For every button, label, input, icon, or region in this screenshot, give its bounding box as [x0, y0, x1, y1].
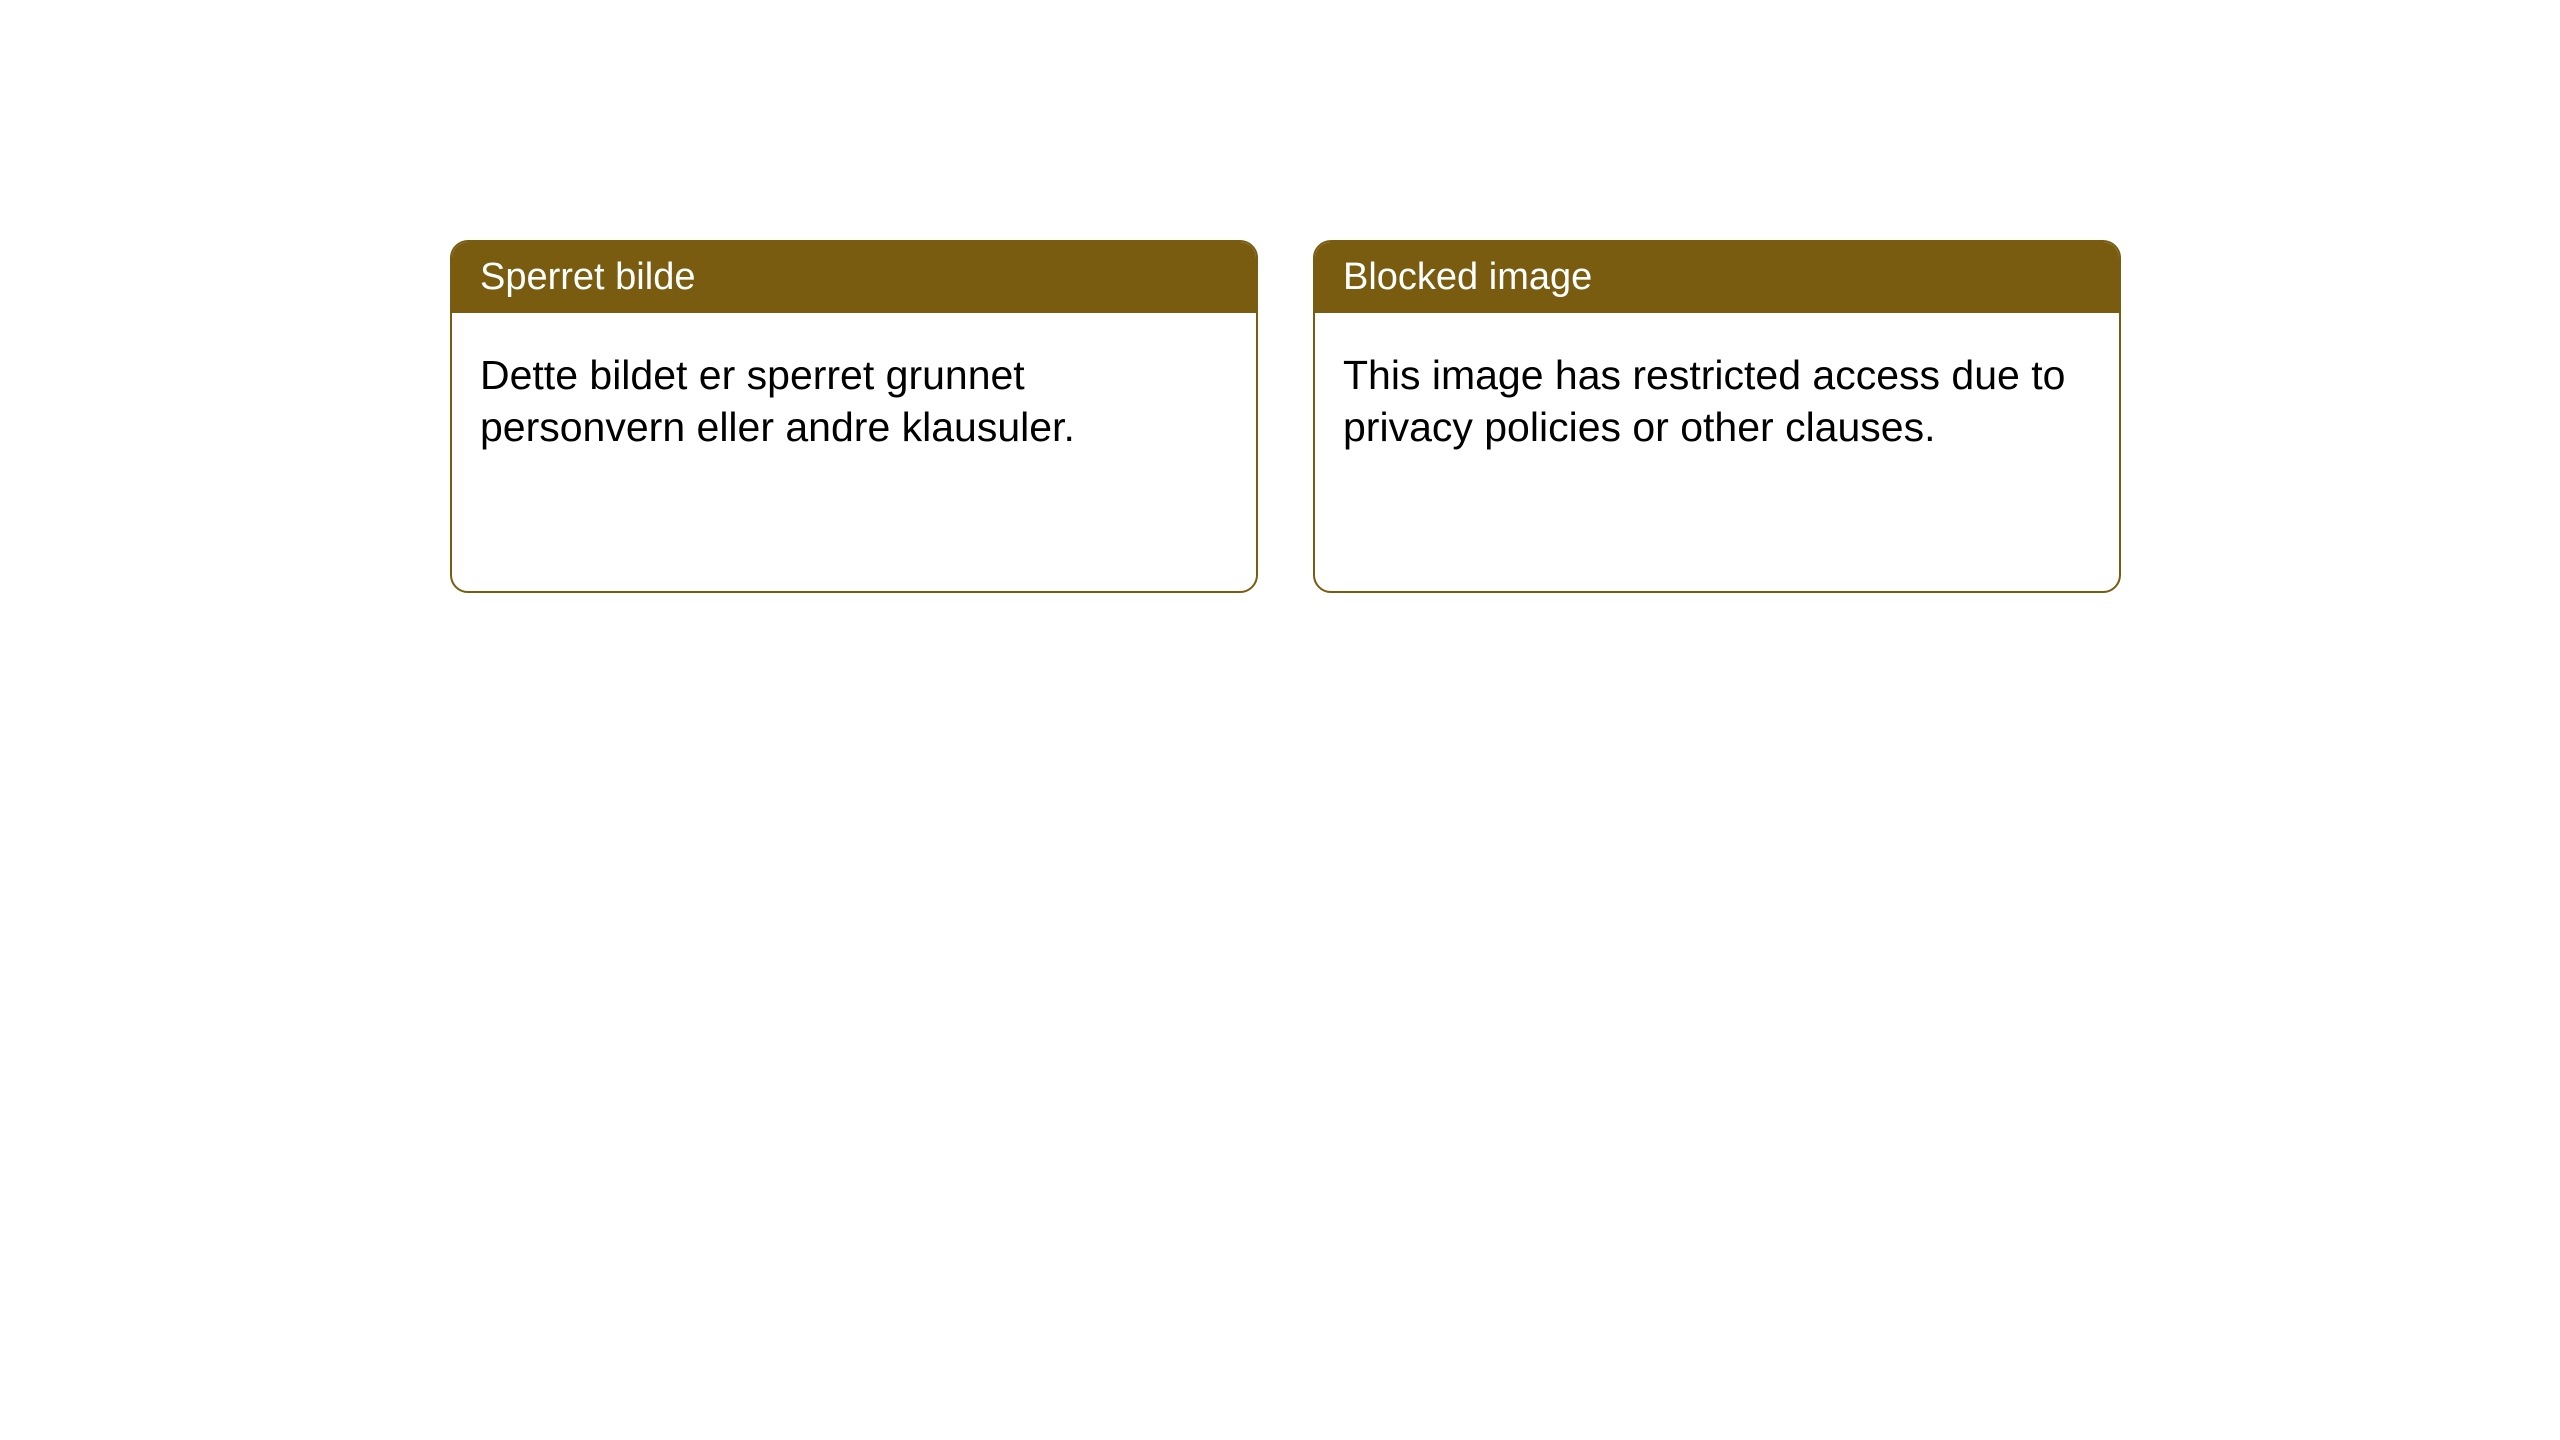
card-body-text: Dette bildet er sperret grunnet personve… — [480, 352, 1075, 450]
card-body-text: This image has restricted access due to … — [1343, 352, 2065, 450]
card-header: Blocked image — [1315, 242, 2119, 313]
card-body: This image has restricted access due to … — [1315, 313, 2119, 591]
card-body: Dette bildet er sperret grunnet personve… — [452, 313, 1256, 591]
card-title: Blocked image — [1343, 256, 1592, 298]
blocked-image-card-no: Sperret bilde Dette bildet er sperret gr… — [450, 240, 1258, 593]
card-header: Sperret bilde — [452, 242, 1256, 313]
card-title: Sperret bilde — [480, 256, 695, 298]
cards-container: Sperret bilde Dette bildet er sperret gr… — [450, 240, 2560, 593]
blocked-image-card-en: Blocked image This image has restricted … — [1313, 240, 2121, 593]
